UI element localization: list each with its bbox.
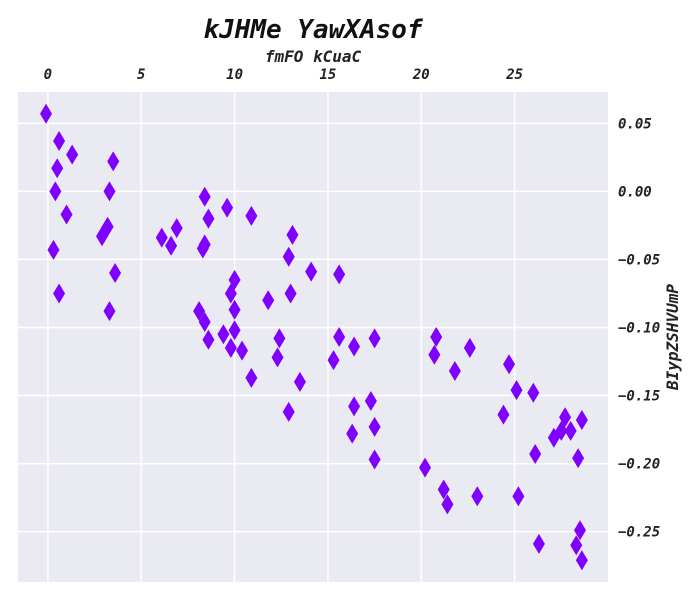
data-point xyxy=(107,151,120,172)
data-point xyxy=(60,204,73,225)
x-tick-label: 5 xyxy=(137,67,145,83)
data-point xyxy=(103,301,116,322)
data-point xyxy=(572,448,585,469)
data-point xyxy=(202,208,215,229)
data-point xyxy=(224,283,237,304)
data-point xyxy=(348,336,361,357)
data-point xyxy=(428,344,441,365)
data-point xyxy=(559,407,572,428)
x-tick-label: 0 xyxy=(44,67,52,83)
data-point xyxy=(245,205,258,226)
data-point xyxy=(155,227,168,248)
data-point xyxy=(284,283,297,304)
y-tick-label: 0.00 xyxy=(618,184,652,200)
data-point xyxy=(198,312,211,333)
data-point xyxy=(262,290,275,311)
plot-area xyxy=(18,92,608,582)
data-point xyxy=(51,158,64,179)
data-point xyxy=(437,479,450,500)
y-tick-labels: 0.05 0.00 −0.05 −0.10 −0.15 −0.20 −0.25 xyxy=(618,116,660,540)
data-point xyxy=(49,181,62,202)
data-point xyxy=(570,535,583,556)
x-tick-label: 25 xyxy=(505,67,523,83)
data-point xyxy=(286,224,299,245)
grid-lines xyxy=(18,92,608,582)
data-point xyxy=(419,457,432,478)
data-point xyxy=(47,239,60,260)
x-tick-label: 10 xyxy=(226,67,243,83)
data-point xyxy=(346,423,359,444)
data-point xyxy=(109,263,122,284)
chart-title: kJHMe YawXAsof xyxy=(203,15,423,45)
data-point xyxy=(282,246,295,267)
data-point xyxy=(282,401,295,422)
data-point xyxy=(368,449,381,470)
y-tick-label: −0.15 xyxy=(618,389,660,405)
data-point xyxy=(96,226,109,247)
data-point xyxy=(463,337,476,358)
data-point xyxy=(448,361,461,382)
data-point xyxy=(527,382,540,403)
data-point xyxy=(497,404,510,425)
data-point xyxy=(228,299,241,320)
data-point xyxy=(368,328,381,349)
data-point xyxy=(510,380,523,401)
data-point xyxy=(66,144,79,165)
data-point xyxy=(503,354,516,375)
data-point xyxy=(196,238,209,259)
data-point xyxy=(217,324,230,345)
data-point xyxy=(271,347,284,368)
data-point xyxy=(193,301,206,322)
data-point xyxy=(103,181,116,202)
data-point xyxy=(165,235,178,256)
data-point xyxy=(236,340,249,361)
data-point xyxy=(53,131,66,151)
y-axis-label: BIypZSHVUmP xyxy=(663,284,682,391)
data-point xyxy=(202,329,215,350)
x-tick-label: 15 xyxy=(320,67,337,83)
data-point xyxy=(532,533,545,554)
data-point xyxy=(198,186,211,207)
y-tick-label: 0.05 xyxy=(618,116,652,132)
data-point xyxy=(293,371,306,392)
data-point xyxy=(305,261,318,282)
y-tick-label: −0.25 xyxy=(618,525,660,541)
data-point xyxy=(441,494,454,515)
x-tick-label: 20 xyxy=(412,67,430,83)
x-tick-labels: 0 5 10 15 20 25 xyxy=(44,67,523,83)
data-point xyxy=(228,320,241,341)
data-point xyxy=(53,283,66,304)
data-point xyxy=(575,410,588,431)
data-point xyxy=(368,416,381,437)
data-point xyxy=(333,264,346,285)
data-point xyxy=(348,396,361,417)
data-point xyxy=(364,390,377,411)
data-point xyxy=(245,367,258,388)
data-point xyxy=(273,328,286,349)
y-tick-label: −0.10 xyxy=(618,320,660,336)
y-tick-label: −0.05 xyxy=(618,252,660,268)
data-point xyxy=(221,197,234,218)
data-point xyxy=(327,350,340,371)
data-point xyxy=(430,327,443,347)
data-point xyxy=(512,486,525,507)
y-tick-label: −0.20 xyxy=(618,457,660,473)
data-point xyxy=(573,520,586,541)
data-point xyxy=(224,337,237,358)
data-point xyxy=(170,218,183,239)
data-point xyxy=(471,486,484,507)
data-point xyxy=(333,327,346,347)
data-point xyxy=(529,444,542,465)
data-point xyxy=(564,420,577,441)
data-point xyxy=(575,550,588,571)
data-points xyxy=(40,103,588,571)
x-axis-label: fmFO kCuaC xyxy=(265,47,362,66)
data-point xyxy=(40,103,53,124)
